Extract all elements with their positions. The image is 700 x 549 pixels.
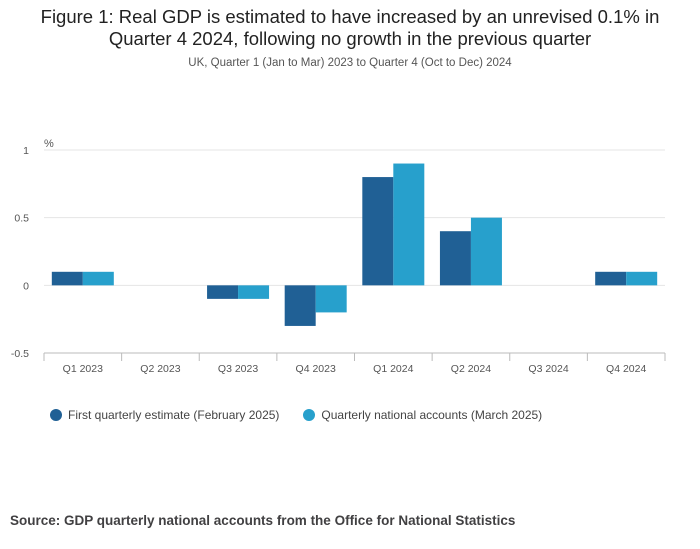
legend-item-national-accounts[interactable]: Quarterly national accounts (March 2025) <box>303 408 542 422</box>
bar-first-estimate-q1-2024[interactable] <box>362 177 394 286</box>
y-tick-label: 0 <box>23 280 29 292</box>
x-tick-label: Q3 2024 <box>528 363 568 375</box>
legend: First quarterly estimate (February 2025)… <box>50 408 542 422</box>
bar-national-accounts-q4-2023[interactable] <box>315 285 347 313</box>
bar-national-accounts-q4-2024[interactable] <box>626 271 658 286</box>
y-tick-label: -0.5 <box>11 348 29 360</box>
x-tick-label: Q3 2023 <box>218 363 258 375</box>
chart-title-line1: Figure 1: Real GDP is estimated to have … <box>40 6 660 27</box>
bar-national-accounts-q2-2024[interactable] <box>470 217 502 286</box>
chart-title-line2: Quarter 4 2024, following no growth in t… <box>108 28 592 49</box>
legend-label-first-estimate: First quarterly estimate (February 2025) <box>68 408 280 422</box>
bar-first-estimate-q4-2023[interactable] <box>284 285 316 326</box>
x-axis: Q1 2023 Q2 2023 Q3 2023 Q4 2023 Q1 2024 Q2 20… <box>43 352 666 375</box>
legend-swatch-first-estimate <box>50 409 62 421</box>
bar-national-accounts-q1-2023[interactable] <box>82 271 114 286</box>
chart-title: Figure 1: Real GDP is estimated to have … <box>0 6 700 50</box>
y-axis-label: % <box>44 138 54 150</box>
y-tick-label: 0.5 <box>14 213 29 225</box>
x-tick-label: Q4 2023 <box>296 363 336 375</box>
x-tick-label: Q1 2023 <box>63 363 103 375</box>
legend-item-first-estimate[interactable]: First quarterly estimate (February 2025) <box>50 408 279 422</box>
gdp-bar-chart: 1 0.5 0 -0.5 % Q1 2023 Q2 2023 Q3 2023 Q4 2023… <box>11 138 666 375</box>
source-note: Source: GDP quarterly national accounts … <box>10 513 516 528</box>
bar-first-estimate-q2-2024[interactable] <box>439 231 471 286</box>
bar-national-accounts-q1-2024[interactable] <box>393 163 425 286</box>
x-tick-label: Q1 2024 <box>373 363 413 375</box>
bar-first-estimate-q1-2023[interactable] <box>51 271 83 286</box>
legend-label-national-accounts: Quarterly national accounts (March 2025) <box>321 408 543 422</box>
gridlines <box>44 149 665 354</box>
bar-first-estimate-q4-2024[interactable] <box>595 271 627 286</box>
bar-first-estimate-q3-2023[interactable] <box>207 285 239 299</box>
x-tick-label: Q2 2023 <box>140 363 180 375</box>
legend-swatch-national-accounts <box>303 409 316 421</box>
y-tick-label: 1 <box>23 145 29 157</box>
bar-national-accounts-q3-2023[interactable] <box>238 285 270 299</box>
x-tick-label: Q2 2024 <box>451 363 491 375</box>
bars <box>51 163 658 326</box>
chart-subtitle: UK, Quarter 1 (Jan to Mar) 2023 to Quart… <box>188 57 512 69</box>
y-axis-ticks: 1 0.5 0 -0.5 <box>11 145 29 360</box>
x-tick-label: Q4 2024 <box>606 363 646 375</box>
